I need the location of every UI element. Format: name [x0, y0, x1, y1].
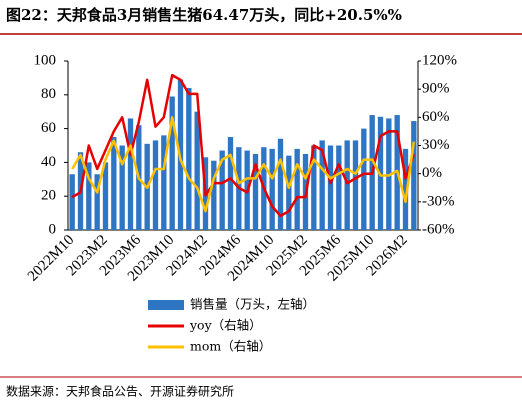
bar — [69, 174, 75, 230]
bar — [227, 137, 234, 230]
bar — [86, 162, 92, 230]
legend-label: mom（右轴） — [190, 339, 271, 354]
bar — [102, 162, 109, 230]
bar — [186, 88, 192, 230]
y2-tick-label: 60% — [422, 109, 450, 125]
bar — [294, 148, 300, 230]
chart-title: 图22：天邦食品3月销售生猪64.47万头，同比+20.5%% — [6, 6, 402, 24]
y2-tick-label: -30% — [422, 193, 455, 209]
bar — [411, 121, 417, 230]
bar — [119, 145, 125, 230]
bar — [311, 145, 317, 230]
bar — [194, 111, 200, 230]
bar — [277, 138, 284, 230]
bar — [361, 128, 367, 230]
source: 数据来源：天邦食品公告、开源证券研究所 — [6, 384, 234, 399]
y-tick-label: 20 — [41, 188, 56, 204]
legend-label: yoy（右轴） — [189, 318, 262, 333]
bar — [127, 118, 134, 230]
y-tick-label: 0 — [49, 221, 57, 237]
bar — [286, 155, 292, 230]
y2-tick-label: 30% — [422, 137, 450, 153]
bar — [211, 160, 217, 230]
y2-tick-label: 90% — [422, 81, 450, 97]
bar — [219, 150, 225, 230]
bar — [152, 140, 159, 230]
bar — [319, 140, 325, 230]
bar — [111, 137, 117, 230]
y-tick-label: 60 — [41, 120, 56, 136]
bar — [352, 140, 359, 230]
bar — [269, 148, 275, 230]
bar — [336, 145, 342, 230]
line — [71, 116, 416, 213]
x-tick-label: 2022M10 — [25, 232, 78, 285]
legend-label: 销售量（万头，左轴） — [190, 297, 315, 312]
bar — [169, 96, 175, 231]
y-tick-label: 40 — [41, 154, 56, 170]
y2-tick-label: -60% — [422, 221, 455, 237]
bar — [252, 153, 259, 230]
bar — [327, 145, 334, 230]
y-tick-label: 80 — [41, 86, 56, 102]
legend-swatch — [148, 300, 184, 310]
bar — [344, 140, 350, 230]
bar — [402, 148, 409, 230]
y2-tick-label: 120% — [422, 52, 457, 68]
y-tick-label: 100 — [34, 52, 57, 68]
y2-tick-label: 0% — [422, 165, 442, 181]
bar — [94, 174, 100, 230]
bar — [161, 135, 167, 230]
